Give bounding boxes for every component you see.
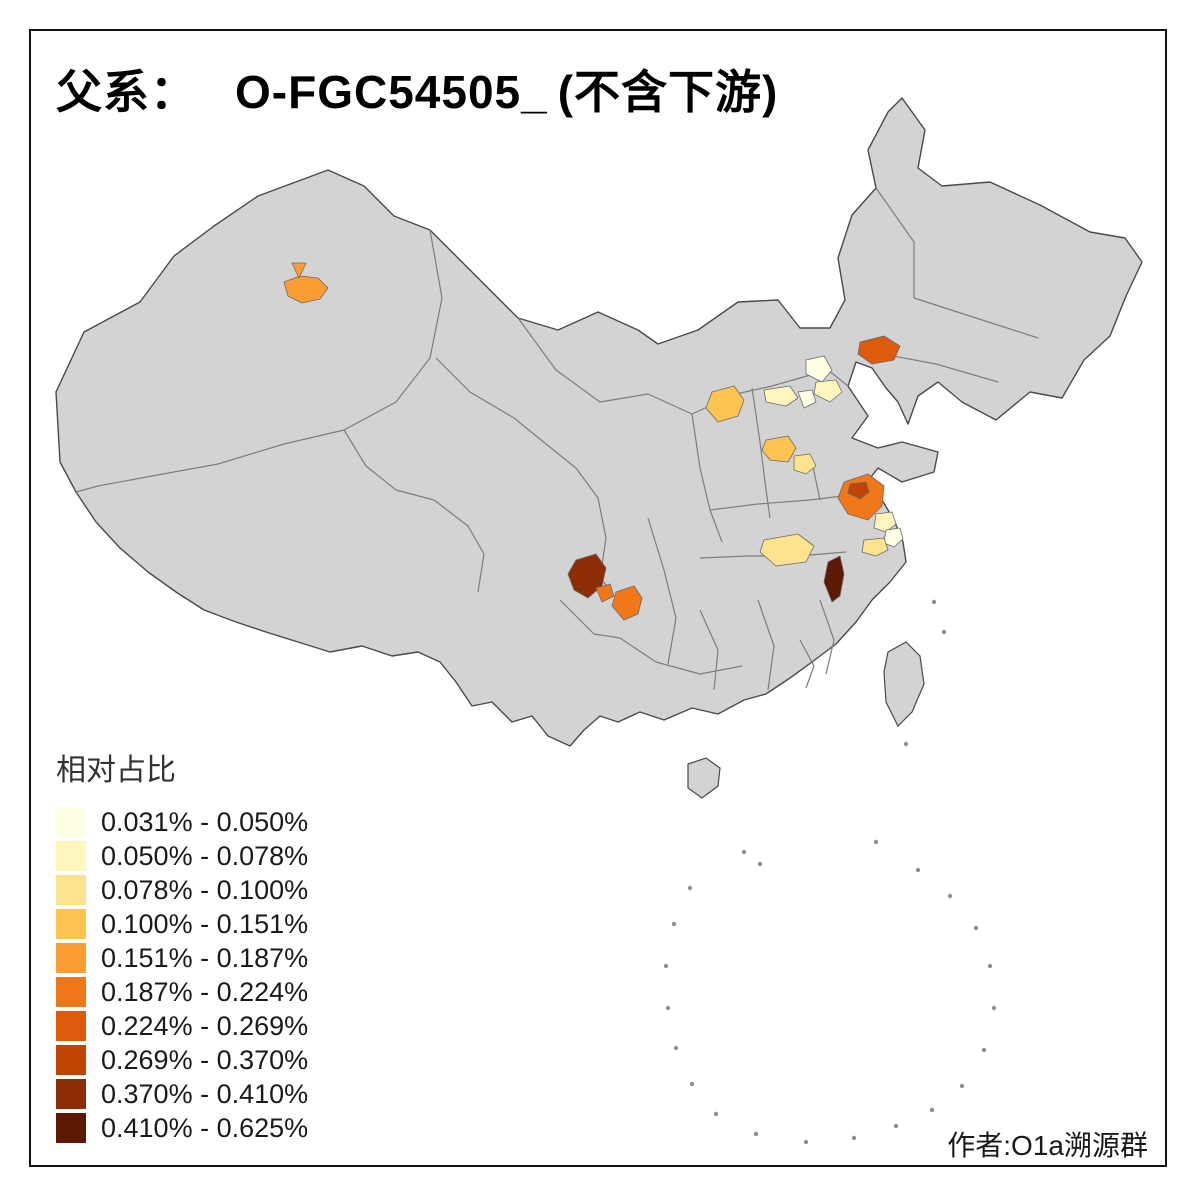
title-prefix: 父系： [56, 66, 197, 118]
mainland-shape [55, 97, 1143, 747]
legend-row: 0.078% - 0.100% [56, 873, 308, 907]
highlight-region [567, 553, 607, 599]
legend-row: 0.224% - 0.269% [56, 1009, 308, 1043]
legend-label: 0.151% - 0.187% [101, 942, 309, 973]
legend-row: 0.269% - 0.370% [56, 1043, 308, 1077]
highlight-region [283, 275, 329, 304]
legend-row: 0.187% - 0.224% [56, 975, 308, 1009]
legend-row: 0.151% - 0.187% [56, 941, 308, 975]
highlight-region [705, 385, 745, 423]
legend-label: 0.100% - 0.151% [101, 908, 309, 939]
highlight-region [861, 537, 889, 557]
legend-row: 0.031% - 0.050% [56, 805, 308, 839]
legend-row: 0.050% - 0.078% [56, 839, 308, 873]
highlight-region [857, 335, 901, 365]
legend-label: 0.031% - 0.050% [101, 806, 309, 837]
legend-rows: 0.031% - 0.050% 0.050% - 0.078% 0.078% - 0… [56, 805, 308, 1145]
highlight-region [847, 481, 870, 500]
highlight-region [759, 533, 815, 567]
highlight-region [761, 435, 797, 463]
legend-title: 相对占比 [56, 754, 176, 787]
taiwan-island [883, 641, 925, 728]
title-suffix: (不含下游) [557, 66, 779, 118]
legend-swatch [56, 1079, 86, 1109]
legend-swatch [56, 1113, 86, 1143]
legend-swatch [56, 1045, 86, 1075]
hainan-island [687, 757, 721, 799]
highlight-region [595, 583, 615, 603]
legend-label: 0.187% - 0.224% [101, 976, 309, 1007]
legend-label: 0.410% - 0.625% [101, 1112, 309, 1143]
highlight-region [873, 511, 897, 533]
legend-swatch [56, 875, 86, 905]
legend-swatch [56, 943, 86, 973]
legend-row: 0.100% - 0.151% [56, 907, 308, 941]
map-title: 父系： O-FGC54505_ (不含下游) [56, 56, 778, 122]
highlight-region [797, 389, 817, 409]
highlight-region [611, 585, 643, 621]
legend-label: 0.050% - 0.078% [101, 840, 309, 871]
highlight-region [291, 262, 307, 279]
highlight-region [813, 379, 843, 403]
attribution: 作者:O1a溯源群 [947, 1130, 1148, 1161]
legend-label: 0.269% - 0.370% [101, 1044, 309, 1075]
legend-swatch [56, 909, 86, 939]
highlighted-regions [283, 262, 904, 621]
legend-swatch [56, 841, 86, 871]
highlight-region [793, 453, 817, 475]
legend-label: 0.078% - 0.100% [101, 874, 309, 905]
legend-swatch [56, 807, 86, 837]
legend-label: 0.224% - 0.269% [101, 1010, 309, 1041]
legend-swatch [56, 1011, 86, 1041]
legend-swatch [56, 977, 86, 1007]
legend: 相对占比 0.031% - 0.050% 0.050% - 0.078% 0.078… [56, 745, 308, 1145]
title-haplogroup: O-FGC54505_ [235, 66, 548, 118]
highlight-region [763, 385, 799, 407]
south-china-sea-islands [663, 599, 997, 1145]
highlight-region [823, 555, 845, 603]
highlight-region [805, 355, 833, 383]
legend-row: 0.370% - 0.410% [56, 1077, 308, 1111]
legend-label: 0.370% - 0.410% [101, 1078, 309, 1109]
legend-row: 0.410% - 0.625% [56, 1111, 308, 1145]
